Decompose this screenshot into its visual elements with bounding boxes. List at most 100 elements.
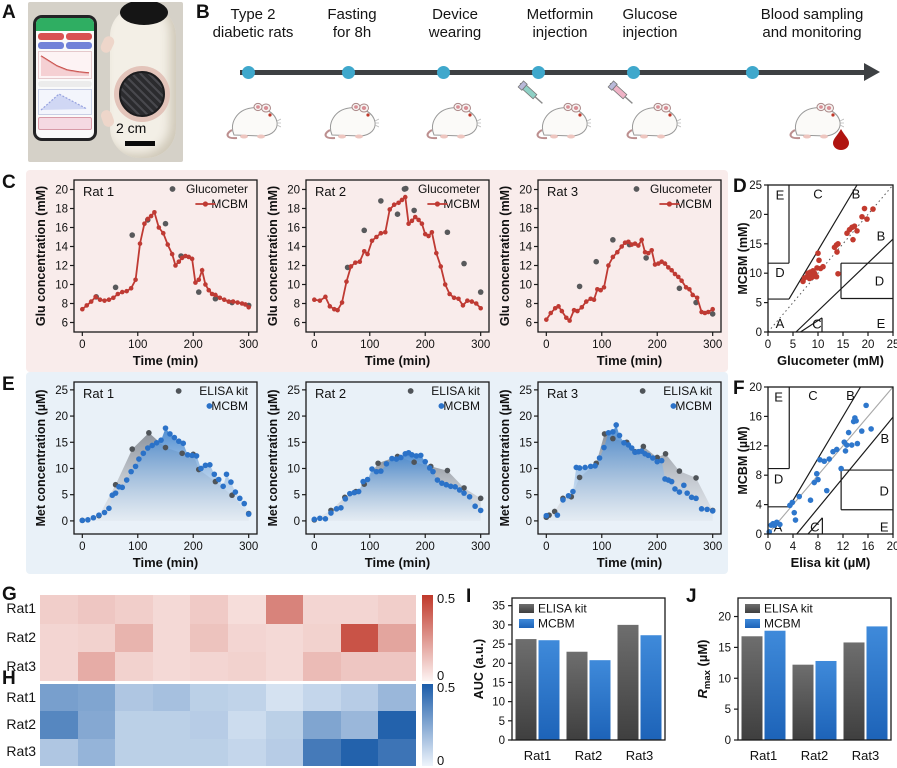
blood-drop-drawing bbox=[833, 129, 849, 150]
svg-text:16: 16 bbox=[862, 541, 875, 553]
svg-text:0: 0 bbox=[499, 735, 505, 747]
svg-text:MCBM: MCBM bbox=[211, 197, 248, 211]
app-glucose-chart bbox=[38, 51, 92, 79]
scale-bar-label: 2 cm bbox=[116, 120, 147, 136]
heatmap-cell bbox=[378, 684, 417, 712]
timeline-step-label: Fasting for 8h bbox=[327, 6, 377, 42]
heatmap-cell bbox=[265, 652, 304, 682]
app-alert-banner bbox=[38, 117, 92, 130]
chart-metformin-rat2: 0 5 10 15 20 25 0 100 200 300 Time (min) Met concen… bbox=[266, 381, 490, 570]
svg-text:E: E bbox=[774, 389, 783, 404]
rat-drawing bbox=[324, 102, 380, 140]
svg-text:MCBM: MCBM bbox=[675, 197, 712, 211]
svg-text:C: C bbox=[812, 316, 821, 331]
heatmap-cell bbox=[265, 711, 304, 740]
svg-text:8: 8 bbox=[294, 299, 300, 311]
svg-text:20: 20 bbox=[55, 185, 68, 197]
svg-text:200: 200 bbox=[416, 339, 435, 351]
svg-text:15: 15 bbox=[749, 239, 762, 251]
panel-label-f: F bbox=[733, 378, 745, 399]
heatmap-cell bbox=[190, 623, 229, 653]
svg-text:15: 15 bbox=[492, 677, 505, 689]
timeline-step-label: Glucose injection bbox=[622, 6, 678, 42]
svg-text:E: E bbox=[880, 519, 889, 534]
svg-text:0: 0 bbox=[294, 516, 300, 528]
app-header-bar bbox=[36, 18, 94, 31]
svg-text:300: 300 bbox=[471, 541, 490, 553]
svg-text:Rat 3: Rat 3 bbox=[547, 184, 578, 199]
heatmap-colorbar bbox=[422, 595, 433, 681]
panel-label-i: I bbox=[466, 586, 472, 607]
heatmap-cell bbox=[265, 738, 304, 767]
svg-text:C: C bbox=[808, 388, 817, 403]
heatmap-cell bbox=[228, 595, 267, 625]
svg-text:Glu concentration (mM): Glu concentration (mM) bbox=[34, 186, 48, 326]
svg-text:Glucometer (mM): Glucometer (mM) bbox=[777, 353, 884, 368]
svg-text:0: 0 bbox=[756, 327, 762, 339]
heatmap-cell bbox=[152, 711, 191, 740]
svg-text:25: 25 bbox=[287, 385, 300, 397]
svg-text:Met concentration (µM): Met concentration (µM) bbox=[266, 389, 280, 526]
svg-text:Met concentration (µM): Met concentration (µM) bbox=[498, 389, 512, 526]
app-metformin-chart bbox=[38, 89, 92, 115]
svg-text:0: 0 bbox=[543, 541, 549, 553]
svg-text:18: 18 bbox=[519, 204, 532, 216]
heatmap-cell bbox=[378, 652, 417, 682]
svg-text:0: 0 bbox=[79, 541, 85, 553]
svg-text:12: 12 bbox=[749, 441, 762, 453]
svg-text:30: 30 bbox=[492, 620, 505, 632]
svg-text:Time (min): Time (min) bbox=[597, 555, 663, 570]
svg-text:ELISA kit: ELISA kit bbox=[663, 384, 712, 398]
svg-text:MCBM: MCBM bbox=[538, 617, 575, 631]
svg-text:20: 20 bbox=[862, 339, 875, 351]
heatmap-cell bbox=[190, 595, 229, 625]
timeline-step-label: Device wearing bbox=[428, 6, 482, 42]
svg-text:20: 20 bbox=[519, 185, 532, 197]
svg-text:4: 4 bbox=[756, 500, 763, 512]
heatmap-cell bbox=[115, 623, 154, 653]
svg-text:B: B bbox=[877, 229, 886, 244]
svg-text:B: B bbox=[881, 431, 890, 446]
heatmap-cell bbox=[152, 652, 191, 682]
svg-text:A: A bbox=[776, 316, 785, 331]
rat-icon bbox=[321, 95, 380, 146]
svg-text:8: 8 bbox=[526, 299, 532, 311]
svg-text:0: 0 bbox=[543, 339, 549, 351]
svg-text:D: D bbox=[880, 483, 889, 498]
chart-auc-bars: Rat1 Rat2 Rat3 0 5 10 15 20 25 30 35 AUC (a.u.) ELIS… bbox=[472, 597, 666, 763]
svg-text:Glucometer: Glucometer bbox=[186, 182, 248, 196]
svg-text:Rat3: Rat3 bbox=[626, 748, 653, 763]
svg-text:15: 15 bbox=[287, 437, 300, 449]
svg-text:Rat 2: Rat 2 bbox=[315, 386, 346, 401]
svg-text:12: 12 bbox=[55, 261, 68, 273]
panel-label-h: H bbox=[2, 668, 16, 689]
svg-text:MCBM: MCBM bbox=[443, 197, 480, 211]
svg-text:8: 8 bbox=[756, 470, 762, 482]
syringe-drawing bbox=[517, 80, 543, 104]
svg-text:Time (min): Time (min) bbox=[133, 555, 199, 570]
rat-icon bbox=[623, 95, 682, 146]
svg-text:Glucometer: Glucometer bbox=[418, 182, 480, 196]
specimen-photo: 2 cm bbox=[28, 2, 183, 162]
svg-text:100: 100 bbox=[128, 541, 147, 553]
colorbar-max-label: 0.5 bbox=[437, 591, 456, 606]
heatmap-cell bbox=[115, 652, 154, 682]
chart-rmax-bars: Rat1 Rat2 Rat3 0 5 10 15 20 Rmax (µM) ELISA kitMC… bbox=[695, 597, 892, 763]
heatmap-cell bbox=[378, 623, 417, 653]
svg-text:16: 16 bbox=[55, 223, 68, 235]
svg-text:Time (min): Time (min) bbox=[365, 555, 431, 570]
svg-text:10: 10 bbox=[287, 280, 300, 292]
rat-drawing bbox=[536, 102, 592, 140]
colorbar-min-label: 0 bbox=[437, 753, 445, 768]
svg-text:Rat 1: Rat 1 bbox=[83, 386, 114, 401]
svg-text:300: 300 bbox=[703, 541, 722, 553]
svg-text:ELISA kit: ELISA kit bbox=[538, 602, 587, 616]
timeline-dot bbox=[626, 66, 640, 79]
timeline-dot bbox=[436, 66, 450, 79]
svg-text:12: 12 bbox=[287, 261, 300, 273]
svg-text:300: 300 bbox=[471, 339, 490, 351]
heatmap-cell bbox=[152, 738, 191, 767]
svg-text:AUC (a.u.): AUC (a.u.) bbox=[472, 639, 486, 699]
